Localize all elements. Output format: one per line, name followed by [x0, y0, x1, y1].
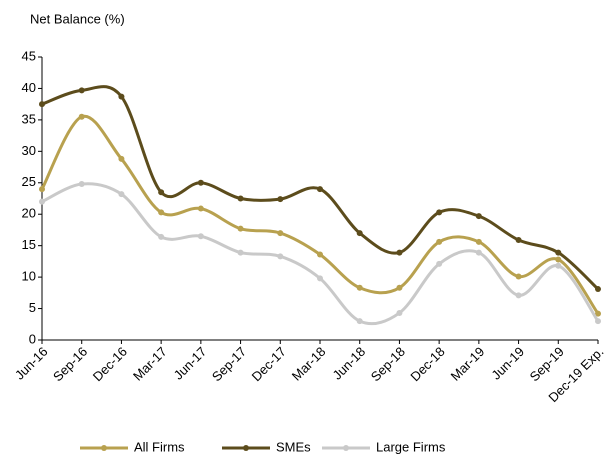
- point: [237, 225, 244, 232]
- point: [436, 260, 443, 267]
- x-tick-label: Sep-16: [50, 344, 90, 384]
- y-tick-label: 15: [22, 237, 36, 252]
- legend-label: All Firms: [134, 439, 185, 454]
- legend-marker: [101, 445, 107, 451]
- x-tick-label: Sep-18: [368, 344, 408, 384]
- legend-marker: [343, 445, 349, 451]
- y-tick-label: 35: [22, 111, 36, 126]
- chart-title: Net Balance (%): [30, 11, 125, 26]
- point: [237, 195, 244, 202]
- point: [277, 196, 284, 203]
- point: [277, 253, 284, 260]
- series-line: [40, 114, 600, 315]
- point: [78, 113, 85, 120]
- y-tick-label: 45: [22, 48, 36, 63]
- legend-label: Large Firms: [376, 439, 446, 454]
- x-tick-label: Mar-19: [448, 344, 488, 384]
- y-tick-label: 5: [29, 300, 36, 315]
- point: [197, 233, 204, 240]
- point: [555, 249, 562, 256]
- series-line: [41, 182, 600, 326]
- point: [515, 292, 522, 299]
- point: [317, 251, 323, 258]
- point: [595, 318, 601, 325]
- point: [39, 101, 45, 108]
- point: [396, 309, 403, 316]
- x-tick-label: Dec-16: [90, 344, 130, 384]
- point: [39, 186, 45, 193]
- point: [475, 249, 482, 256]
- y-tick-label: 10: [22, 269, 36, 284]
- point: [158, 209, 165, 216]
- point: [158, 189, 165, 196]
- point: [118, 191, 125, 198]
- point: [475, 213, 482, 220]
- y-tick-label: 40: [22, 80, 36, 95]
- y-tick-label: 0: [29, 331, 36, 346]
- x-tick-label: Jun-17: [171, 344, 210, 383]
- legend-label: SMEs: [276, 439, 311, 454]
- point: [436, 238, 443, 245]
- x-tick-label: Dec-17: [249, 344, 289, 384]
- point: [436, 209, 443, 216]
- point: [39, 198, 45, 205]
- point: [356, 230, 363, 237]
- x-tick-label: Dec-18: [407, 344, 447, 384]
- point: [317, 275, 323, 282]
- point: [277, 230, 284, 237]
- x-tick-label: Mar-18: [289, 344, 329, 384]
- x-tick-label: Mar-17: [130, 344, 170, 384]
- point: [515, 237, 522, 244]
- point: [197, 205, 204, 212]
- point: [396, 249, 403, 256]
- x-tick-label: Jun-19: [488, 344, 527, 383]
- point: [237, 249, 244, 256]
- y-tick-label: 20: [22, 206, 36, 221]
- point: [555, 262, 562, 269]
- point: [356, 318, 363, 325]
- point: [118, 93, 125, 100]
- x-tick-label: Jun-16: [12, 344, 51, 383]
- point: [317, 186, 323, 193]
- x-tick-label: Sep-17: [209, 344, 249, 384]
- x-tick-label: Jun-18: [330, 344, 369, 383]
- point: [78, 181, 85, 188]
- point: [396, 284, 403, 291]
- point: [595, 310, 601, 317]
- y-tick-label: 25: [22, 174, 36, 189]
- point: [595, 286, 601, 293]
- y-tick-label: 30: [22, 143, 36, 158]
- point: [118, 155, 125, 162]
- point: [78, 87, 85, 94]
- point: [356, 284, 363, 291]
- point: [515, 273, 522, 280]
- legend-marker: [243, 445, 249, 451]
- point: [158, 233, 165, 240]
- point: [197, 179, 204, 186]
- point: [475, 238, 482, 245]
- point: [555, 256, 562, 263]
